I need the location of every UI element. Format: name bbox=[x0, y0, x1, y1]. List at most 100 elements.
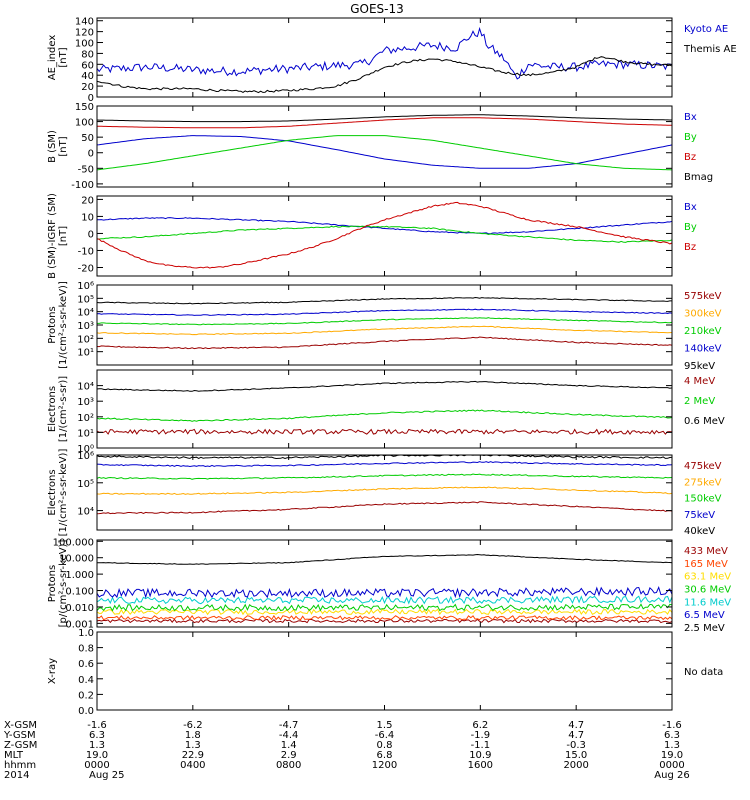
y-axis-label: Electrons bbox=[47, 386, 58, 432]
y-tick-label: 150 bbox=[75, 102, 94, 113]
footer-row-label: X-GSM bbox=[4, 720, 37, 731]
legend-entry-30-6-mev: 30.6 MeV bbox=[684, 585, 731, 596]
y-tick-label: 0.2 bbox=[78, 690, 94, 701]
panel-bsm: -100 -50 0 50 100 150 B (SM) [nT] Bx By Bz Bmag bbox=[47, 102, 713, 191]
y-axis-label: [1/(cm²-s-sr-keV)] bbox=[58, 449, 69, 537]
footer-value: 2.9 bbox=[281, 750, 297, 761]
footer-value: 1.5 bbox=[377, 720, 393, 731]
footer-value: 19.0 bbox=[661, 750, 683, 761]
footer-value: 6.3 bbox=[89, 730, 105, 741]
legend-entry-2-mev: 2 MeV bbox=[684, 396, 715, 407]
series-line-electrons-kev-75kev bbox=[96, 461, 673, 468]
y-tick-label: -50 bbox=[78, 164, 94, 175]
footer-value: -6.2 bbox=[183, 720, 203, 731]
y-axis-label: [p/(cm²-s-sr-keV)] bbox=[58, 540, 69, 628]
legend-entry-40kev: 40keV bbox=[684, 526, 715, 537]
panel-bdiff: -20 -10 0 10 20 B (SM)-IGRF (SM) [nT] Bx By Bz bbox=[47, 193, 697, 279]
y-tick-label: 10¹ bbox=[77, 428, 94, 439]
series-line-protons-mev-low-140kev bbox=[96, 308, 673, 316]
footer-row-label: 2014 bbox=[4, 770, 29, 781]
series-line-protons-high-2-5-mev bbox=[96, 553, 673, 565]
y-tick-label: 100 bbox=[75, 39, 94, 50]
y-tick-label: 40 bbox=[81, 71, 94, 82]
legend-entry-by: By bbox=[684, 222, 697, 233]
y-tick-label: 10² bbox=[77, 413, 94, 424]
series-line-bdiff-by bbox=[96, 225, 673, 243]
y-tick-label: 0 bbox=[88, 93, 94, 104]
legend-entry-2-5-mev: 2.5 MeV bbox=[684, 623, 725, 634]
legend-entry-575kev: 575keV bbox=[684, 291, 722, 302]
panel-frame bbox=[96, 284, 673, 366]
y-axis-label: AE_index bbox=[47, 35, 58, 81]
footer-value: 0.8 bbox=[377, 740, 393, 751]
footer-value: -0.3 bbox=[566, 740, 586, 751]
y-tick-label: 10¹ bbox=[77, 348, 94, 359]
series-line-protons-high-433-mev bbox=[96, 618, 673, 624]
series-line-electrons-kev-475kev bbox=[96, 501, 673, 515]
footer-value: 10.9 bbox=[469, 750, 491, 761]
series-line-protons-high-11-6-mev bbox=[96, 595, 673, 605]
y-tick-label: 10.000 bbox=[59, 554, 94, 565]
legend-entry-11-6-mev: 11.6 MeV bbox=[684, 597, 731, 608]
footer-value: -1.1 bbox=[471, 740, 491, 751]
y-tick-label: -20 bbox=[78, 263, 94, 274]
legend-entry-kyoto-ae: Kyoto AE bbox=[684, 24, 728, 35]
panel-electrons-mev: 10⁰ 10¹ 10² 10³ 10⁴ Electrons [1/(cm²-s-sr)] 4 … bbox=[47, 369, 725, 455]
footer-value: 0000 bbox=[659, 760, 684, 771]
series-line-protons-high-63-1-mev bbox=[96, 608, 673, 616]
panel-frame bbox=[96, 195, 673, 277]
y-tick-label: 1.000 bbox=[65, 570, 94, 581]
footer-value: -1.9 bbox=[471, 730, 491, 741]
footer-row-label: MLT bbox=[4, 750, 24, 761]
y-tick-label: -100 bbox=[71, 180, 94, 191]
no-data-note: No data bbox=[684, 667, 723, 678]
legend-entry-by: By bbox=[684, 132, 697, 143]
y-tick-label: 10⁴ bbox=[77, 308, 94, 319]
y-tick-label: 0.010 bbox=[65, 603, 94, 614]
legend-entry-433-mev: 433 MeV bbox=[684, 546, 728, 557]
series-line-electrons-kev-150kev bbox=[96, 473, 673, 480]
y-tick-label: 100 bbox=[75, 118, 94, 129]
footer-value: -6.4 bbox=[375, 730, 395, 741]
footer-row-label: hhmm bbox=[4, 760, 36, 771]
legend-entry-300kev: 300keV bbox=[684, 309, 722, 320]
y-axis-label: Electrons bbox=[47, 469, 58, 515]
footer-value: 4.7 bbox=[568, 730, 584, 741]
series-line-protons-mev-low-95kev bbox=[96, 296, 672, 305]
series-line-electrons-mev-0-6-mev bbox=[96, 380, 673, 392]
series-line-protons-mev-low-210kev bbox=[97, 317, 673, 326]
panel-frame bbox=[96, 631, 673, 711]
y-tick-label: 100.000 bbox=[53, 537, 94, 548]
legend-entry-bx: Bx bbox=[684, 112, 697, 123]
footer-value: 1.8 bbox=[185, 730, 201, 741]
footer-value: 0800 bbox=[276, 760, 301, 771]
panel-xray: 0.0 0.2 0.4 0.6 0.8 1.0 X-ray No data bbox=[47, 628, 723, 717]
y-tick-label: 10³ bbox=[77, 397, 94, 408]
chart-title: GOES-13 bbox=[350, 2, 404, 16]
y-tick-label: 10³ bbox=[77, 321, 94, 332]
legend-entry-210kev: 210keV bbox=[684, 326, 722, 337]
footer-value: 6.8 bbox=[377, 750, 393, 761]
footer-value: 1.4 bbox=[281, 740, 297, 751]
panel-frame bbox=[96, 17, 673, 98]
series-line-protons-high-165-mev bbox=[96, 614, 673, 621]
footer-value: 1600 bbox=[468, 760, 493, 771]
y-tick-label: 0.100 bbox=[65, 587, 94, 598]
series-line-ae-themis-ae bbox=[96, 56, 673, 94]
series-line-electrons-kev-275kev bbox=[96, 486, 673, 495]
series-line-bdiff-bz bbox=[96, 201, 673, 269]
legend-entry-275kev: 275keV bbox=[684, 477, 722, 488]
series-line-ae-kyoto-ae bbox=[96, 26, 673, 80]
y-axis-label: X-ray bbox=[47, 658, 58, 684]
footer-value: 15.0 bbox=[565, 750, 587, 761]
y-tick-label: 10⁰ bbox=[77, 444, 94, 455]
y-axis-label: [nT] bbox=[58, 226, 69, 246]
series-line-bsm-by bbox=[96, 135, 673, 171]
legend-entry-bmag: Bmag bbox=[684, 172, 713, 183]
series-line-bsm-bx bbox=[96, 135, 673, 169]
y-tick-label: 0.0 bbox=[78, 706, 94, 717]
footer-value: -1.6 bbox=[662, 720, 682, 731]
y-tick-label: 140 bbox=[75, 17, 94, 28]
legend-entry-75kev: 75keV bbox=[684, 510, 715, 521]
